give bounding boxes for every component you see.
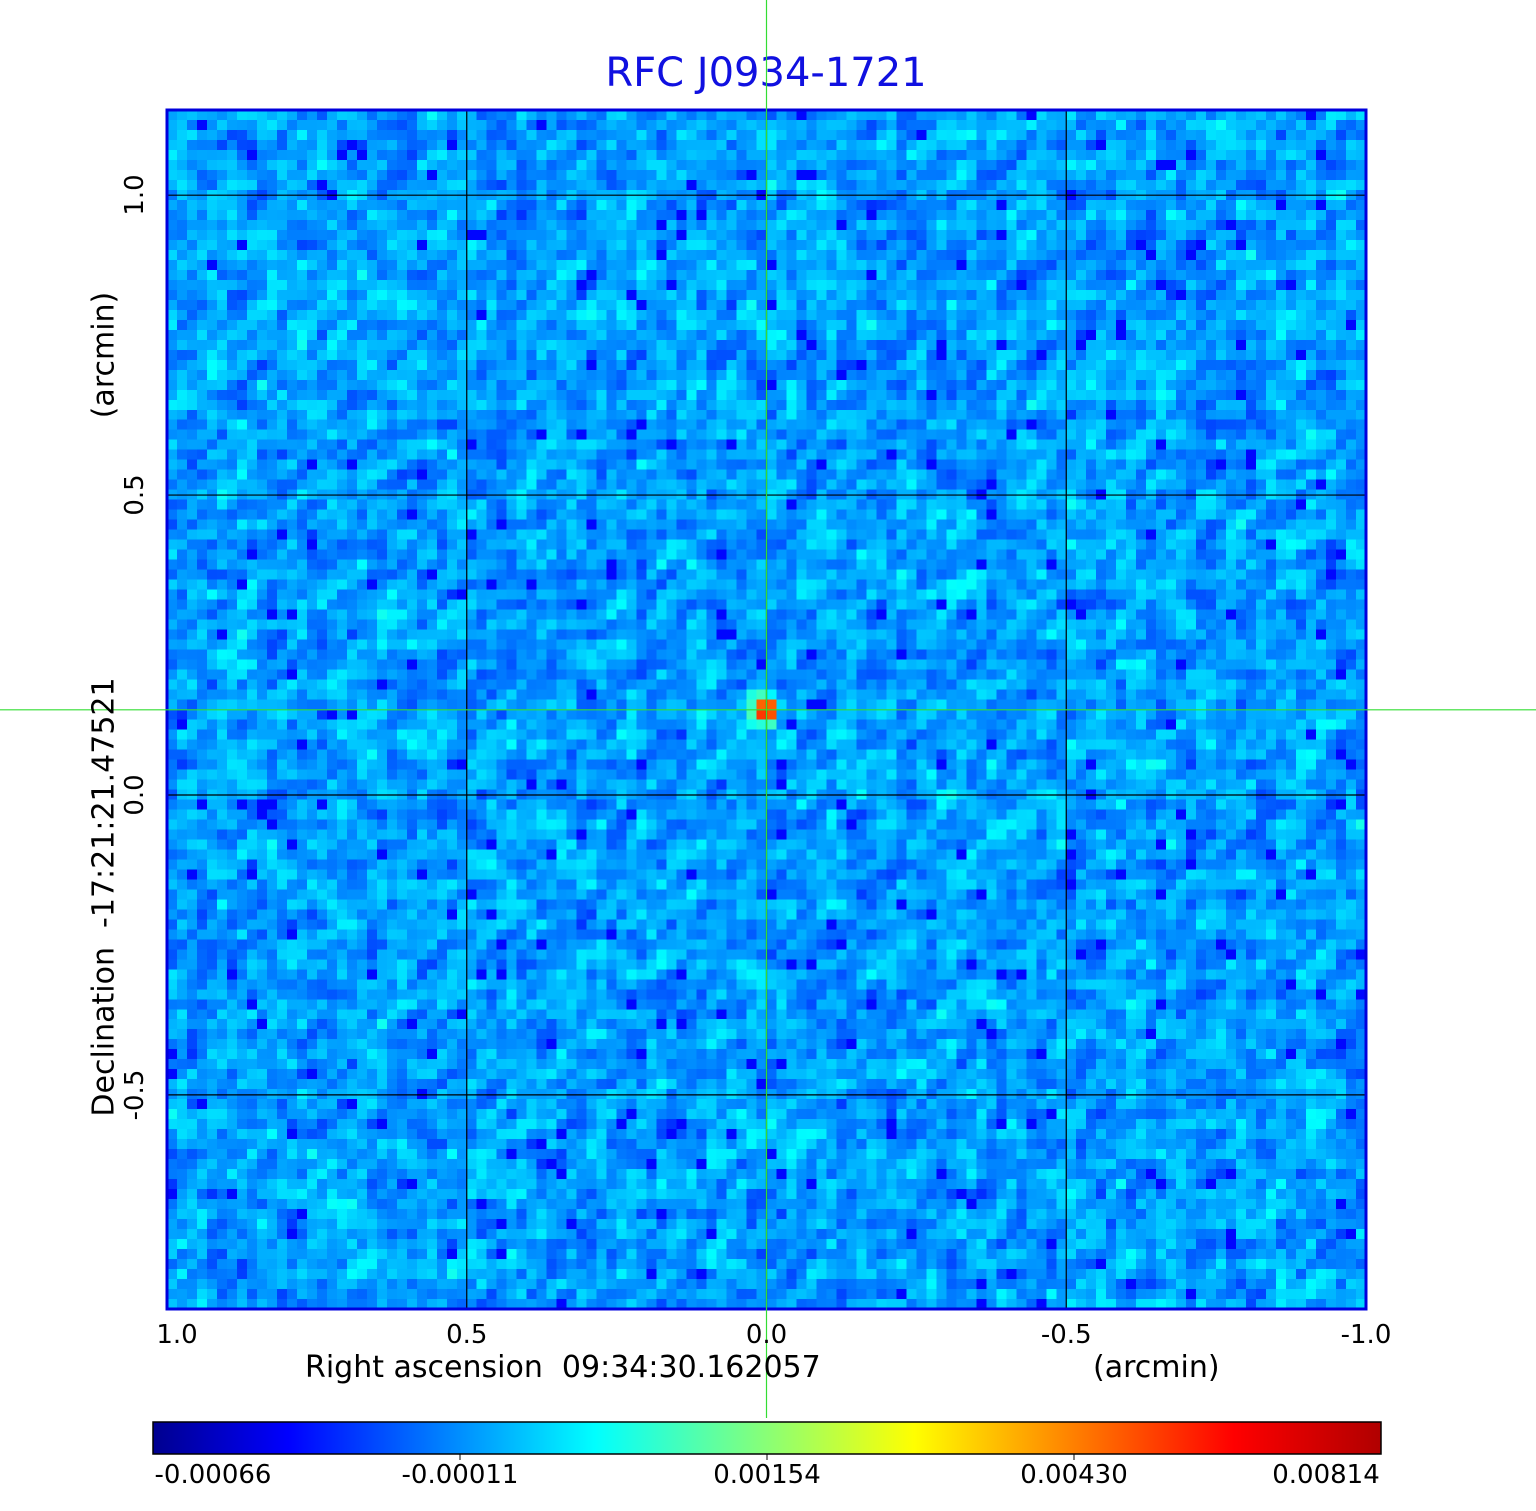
x-tick-label: -1.0 — [1340, 1320, 1392, 1350]
colorbar — [152, 1421, 1382, 1455]
x-tick-label: 1.0 — [156, 1320, 198, 1350]
colorbar-tick-label: 0.00154 — [713, 1460, 821, 1490]
x-tick-label: -0.5 — [1040, 1320, 1092, 1350]
y-tick-label: 0.0 — [120, 774, 150, 816]
y-tick-label: 1.0 — [120, 174, 150, 216]
y-axis-label: Declination -17:21:21.47521 — [86, 677, 122, 1117]
colorbar-tick-label: -0.00011 — [401, 1460, 519, 1490]
y-tick-label: 0.5 — [120, 474, 150, 516]
colorbar-tick-label: -0.00066 — [154, 1460, 272, 1490]
y-tick-label: -0.5 — [120, 1069, 150, 1121]
colorbar-tick-label: 0.00814 — [1272, 1460, 1380, 1490]
colorbar-tick-label: 0.00430 — [1020, 1460, 1128, 1490]
y-axis-unit: (arcmin) — [86, 291, 122, 419]
x-axis-label: Right ascension 09:34:30.162057 — [305, 1350, 821, 1385]
x-tick-label: 0.0 — [745, 1320, 788, 1350]
x-axis-unit: (arcmin) — [1093, 1350, 1220, 1385]
x-tick-label: 0.5 — [446, 1320, 488, 1350]
